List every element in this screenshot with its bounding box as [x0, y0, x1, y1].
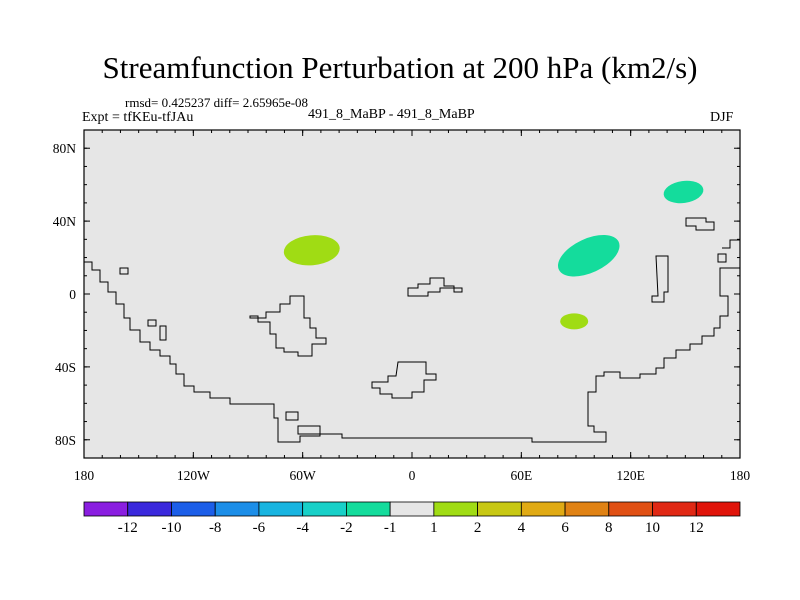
left-title: Expt = tfKEu-tfJAu [82, 110, 194, 125]
colorbar-label: 8 [605, 520, 613, 536]
x-tick-label: 120E [616, 468, 645, 483]
colorbar-label: -6 [253, 520, 266, 536]
x-tick-label: 120W [177, 468, 210, 483]
coastline-island [147, 319, 157, 327]
coastline-landmass [407, 277, 463, 297]
colorbar-swatch [83, 501, 129, 517]
coastline-island [717, 253, 727, 263]
anomaly-blob [283, 235, 340, 266]
y-tick-label: 80N [53, 141, 77, 156]
chart-title: Streamfunction Perturbation at 200 hPa (… [102, 50, 698, 85]
colorbar-label: 6 [561, 520, 569, 536]
coastline-landmass [249, 295, 327, 357]
colorbar-label: 1 [430, 520, 438, 536]
colorbar-swatch [520, 501, 566, 517]
stats-label: rmsd= 0.425237 diff= 2.65965e-08 [125, 95, 309, 110]
x-tick-label: 180 [74, 468, 95, 483]
coastline-island [285, 411, 299, 421]
coastline-island [159, 325, 167, 341]
colorbar-label: 2 [474, 520, 482, 536]
colorbar-swatch [302, 501, 347, 517]
colorbar-swatch [258, 501, 304, 517]
x-tick-label: 60W [290, 468, 317, 483]
colorbar-swatch [345, 501, 391, 517]
coastline-landmass [651, 255, 669, 303]
colorbar-swatch [214, 501, 260, 517]
anomaly-blob [560, 313, 589, 330]
center-title: 491_8_MaBP - 491_8_MaBP [308, 107, 475, 122]
colorbar-label: 4 [518, 520, 526, 536]
colorbar-swatch [695, 501, 741, 517]
colorbar-swatch [564, 501, 610, 517]
anomaly-blob [557, 234, 620, 277]
colorbar-swatch [433, 501, 479, 517]
colorbar-label: -1 [384, 520, 397, 536]
colorbar-swatch [171, 501, 216, 517]
anomaly-layer [283, 180, 704, 330]
colorbar-label: -2 [340, 520, 353, 536]
colorbar-label: -10 [161, 520, 181, 536]
axes: 180 120W 60W 0 60E 120E 180 80N 40N 0 40S 80S [53, 129, 751, 483]
colorbar-label: -4 [296, 520, 309, 536]
colorbar-swatch [652, 501, 697, 517]
coastline-americas [83, 239, 741, 443]
colorbar: -12 -10 -8 -6 -4 -2 -1 1 2 4 6 8 10 12 [83, 501, 741, 536]
colorbar-label: -12 [118, 520, 138, 536]
colorbar-swatch [389, 501, 435, 517]
y-tick-label: 80S [55, 433, 76, 448]
coastline-island [297, 425, 321, 435]
coastline-island [119, 267, 129, 275]
colorbar-swatch [127, 501, 172, 517]
y-tick-label: 0 [69, 287, 76, 302]
colorbar-label: -8 [209, 520, 222, 536]
right-title: DJF [710, 110, 734, 125]
colorbar-label: 12 [689, 520, 704, 536]
coastlines [83, 217, 741, 443]
y-tick-label: 40S [55, 360, 76, 375]
colorbar-swatch [608, 501, 653, 517]
y-tick-label: 40N [53, 214, 77, 229]
coastline-landmass [371, 361, 437, 399]
anomaly-blob [663, 180, 704, 204]
x-tick-label: 180 [730, 468, 751, 483]
x-tick-label: 0 [409, 468, 416, 483]
coastline-landmass [685, 217, 715, 231]
plot-area [84, 130, 740, 458]
colorbar-swatch [477, 501, 522, 517]
x-tick-label: 60E [510, 468, 532, 483]
colorbar-label: 10 [645, 520, 660, 536]
